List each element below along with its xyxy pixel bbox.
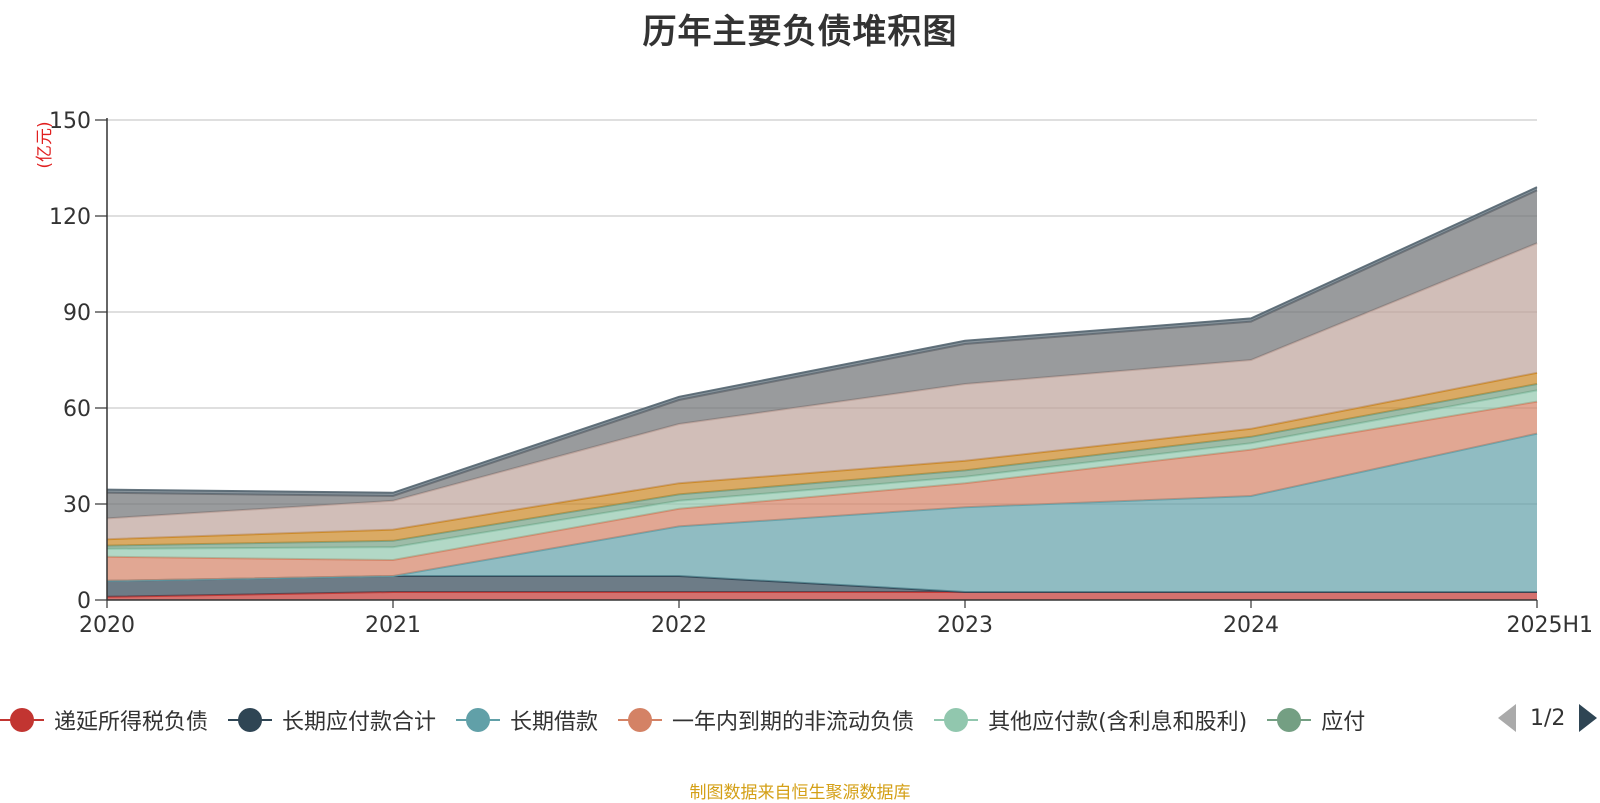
area-series [106,186,1538,600]
x-tick-label: 2022 [651,613,707,638]
axes: 0 30 60 90 120 150 2020 2021 2022 2023 2024 2025H1 [49,109,1593,638]
x-tick-label: 2021 [365,613,421,638]
chart-title: 历年主要负债堆积图 [642,12,958,52]
area-series-edge-9 [106,186,1538,494]
y-tick-label: 150 [49,109,91,134]
legend-label: 应付 [1321,710,1366,735]
legend-item[interactable]: 长期借款 [456,704,598,736]
y-tick-label: 120 [49,205,91,230]
x-tick-label: 2025H1 [1506,613,1593,638]
y-tick-label: 30 [63,493,91,518]
legend-pager: 1/2 [1498,704,1598,732]
area-series-8 [107,190,1537,519]
y-tick-label: 60 [63,397,91,422]
area-series-0 [107,592,1537,600]
area-series-2 [107,433,1537,592]
legend-prev-page-icon[interactable] [1498,704,1516,732]
legend-label: 其他应付款(含利息和股利) [988,710,1248,735]
legend-item[interactable]: 递延所得税负债 [0,704,208,736]
y-axis-unit-label: (亿元) [35,121,55,168]
legend-page-indicator: 1/2 [1530,705,1566,731]
x-tick-label: 2023 [937,613,993,638]
legend-marker-icon [934,708,979,732]
area-series-3 [107,401,1537,581]
legend-item[interactable]: 长期应付款合计 [228,704,436,736]
data-source-note: 制图数据来自恒生聚源数据库 [689,783,911,803]
y-tick-label: 0 [77,589,91,614]
legend-marker-icon [618,708,663,732]
legend-label: 一年内到期的非流动负债 [672,710,915,735]
legend-label: 长期借款 [510,710,599,735]
legend-marker-icon [1267,708,1312,732]
legend: 递延所得税负债 长期应付款合计 长期借款 一年内到期的非流动负债 其他应付款(含利息和股… [0,700,1480,740]
x-tick-label: 2024 [1223,613,1279,638]
legend-item[interactable]: 应付 [1267,704,1365,736]
legend-item[interactable]: 其他应付款(含利息和股利) [934,704,1247,736]
area-series-1 [107,576,1537,597]
legend-label: 递延所得税负债 [54,710,209,735]
legend-marker-icon [0,708,44,732]
legend-item[interactable]: 一年内到期的非流动负债 [618,704,914,736]
legend-next-page-icon[interactable] [1579,704,1598,732]
x-tick-label: 2020 [79,613,135,638]
legend-marker-icon [228,708,273,732]
y-tick-label: 90 [63,301,91,326]
legend-label: 长期应付款合计 [282,710,437,735]
legend-marker-icon [456,708,501,732]
